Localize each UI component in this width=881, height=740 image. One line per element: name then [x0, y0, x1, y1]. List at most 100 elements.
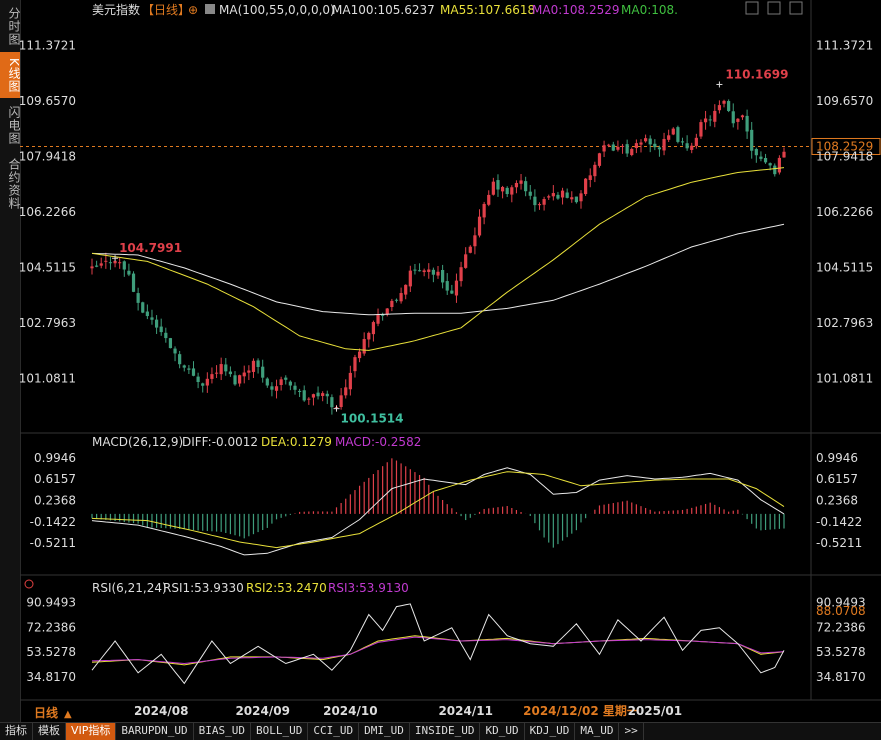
- price-tick-left: 107.9418: [20, 150, 76, 164]
- bottom-tab[interactable]: 指标: [0, 723, 33, 740]
- candle-body: [671, 128, 675, 135]
- time-tick-label: 2025/01: [628, 704, 682, 718]
- rsi-tick-left: 34.8170: [26, 670, 76, 684]
- time-tick-label: 2024/11: [438, 704, 492, 718]
- bottom-tab[interactable]: BOLL_UD: [251, 723, 309, 740]
- macd-value: MACD:-0.2582: [335, 435, 421, 449]
- candle-body: [464, 254, 468, 268]
- ma100-line: [91, 223, 785, 316]
- candle-body: [593, 164, 597, 177]
- rsi-tick-right: 34.8170: [816, 670, 866, 684]
- candle-body: [565, 192, 569, 198]
- candle-body: [648, 138, 652, 145]
- candle-body: [708, 119, 712, 121]
- bottom-tab[interactable]: INSIDE_UD: [410, 723, 481, 740]
- candle-body: [625, 144, 629, 154]
- crosshair-icon[interactable]: ⊕: [188, 3, 198, 17]
- bottom-tab[interactable]: KD_UD: [480, 723, 525, 740]
- candle-body: [219, 364, 223, 375]
- macd-tick-right: -0.5211: [816, 536, 862, 550]
- window-layout-icon[interactable]: [767, 1, 781, 15]
- candle-body: [265, 378, 269, 386]
- candle-body: [436, 271, 440, 276]
- extreme-label: 100.1514: [341, 412, 404, 426]
- candle-body: [607, 144, 611, 146]
- candle-body: [362, 338, 366, 354]
- macd-tick-right: -0.1422: [816, 515, 862, 529]
- candle-body: [657, 147, 662, 150]
- price-tick-left: 109.6570: [20, 94, 76, 108]
- candle-body: [330, 397, 334, 408]
- rsi-tick-right: 90.9493: [816, 596, 866, 610]
- candle-body: [182, 365, 186, 368]
- candle-body: [773, 165, 777, 175]
- window-restore-icon[interactable]: [745, 1, 759, 15]
- bottom-tab[interactable]: >>: [619, 723, 644, 740]
- candle-body: [108, 262, 113, 264]
- candle-body: [238, 375, 242, 384]
- indicator-icon[interactable]: [205, 4, 215, 14]
- macd-dea-line: [91, 471, 785, 549]
- bottom-tab[interactable]: 模板: [33, 723, 66, 740]
- bottom-tab[interactable]: KDJ_UD: [525, 723, 576, 740]
- tab-time-chart[interactable]: 分时图: [7, 6, 21, 46]
- candle-body: [441, 269, 445, 283]
- candle-body: [703, 118, 708, 123]
- candle-body: [731, 111, 735, 124]
- window-minimize-icon[interactable]: [789, 1, 803, 15]
- candle-body: [662, 138, 666, 151]
- candle-body: [750, 129, 754, 151]
- candle-body: [431, 269, 435, 275]
- price-tick-right: 106.2266: [816, 205, 873, 219]
- candle-body: [584, 178, 588, 195]
- macd-tick-left: -0.5211: [30, 536, 76, 550]
- period-dropdown-icon[interactable]: ▲: [64, 709, 72, 720]
- price-tick-right: 102.7963: [816, 316, 873, 330]
- bottom-tab[interactable]: MA_UD: [575, 723, 620, 740]
- candle-body: [131, 273, 136, 292]
- candle-body: [145, 311, 149, 317]
- bottom-tab[interactable]: VIP指标: [66, 723, 117, 740]
- symbol-label: 美元指数: [92, 2, 140, 17]
- rsi-settings-icon[interactable]: [24, 579, 34, 589]
- candle-body: [722, 100, 726, 104]
- rsi-tick-left: 72.2386: [26, 620, 76, 634]
- bottom-tab[interactable]: CCI_UD: [308, 723, 360, 740]
- candle-body: [348, 372, 352, 390]
- ma100-value: MA100:105.6237: [332, 3, 435, 17]
- candle-body: [630, 149, 634, 156]
- rsi-axis: 90.9493 90.9493 72.2386 72.2386 53.5278 53.52…: [26, 596, 865, 684]
- candle-body: [768, 163, 772, 166]
- bottom-tab[interactable]: BARUPDN_UD: [116, 723, 194, 740]
- candle-body: [427, 269, 431, 272]
- bottom-tab[interactable]: DMI_UD: [359, 723, 410, 740]
- chart-area[interactable]: 美元指数 【日线】 ⊕ MA(100,55,0,0,0,0) MA100:105…: [20, 0, 881, 722]
- macd-histogram: [91, 458, 785, 548]
- candle-body: [270, 386, 274, 390]
- time-tick-label: 2024/08: [134, 704, 188, 718]
- macd-name: MACD(26,12,9): [92, 435, 183, 449]
- tab-contract-info[interactable]: 合约资料: [7, 158, 21, 210]
- tab-tick-chart[interactable]: 闪电图: [7, 105, 21, 145]
- ma55-line: [91, 167, 785, 351]
- tab-kline-chart[interactable]: K线图: [0, 52, 21, 98]
- candle-body: [570, 197, 574, 200]
- candle-body: [159, 326, 163, 333]
- candle-body: [408, 270, 412, 287]
- price-axis: 111.3721 111.3721 109.6570 109.6570 107.9418…: [20, 39, 873, 386]
- period-selector[interactable]: 日线: [34, 705, 58, 720]
- macd-tick-left: 0.2368: [34, 494, 76, 508]
- candle-body: [556, 194, 560, 199]
- candle-body: [500, 187, 505, 192]
- candle-body: [316, 392, 320, 397]
- bottom-tab[interactable]: BIAS_UD: [194, 723, 251, 740]
- candle-body: [782, 151, 786, 158]
- candle-body: [381, 314, 385, 316]
- candle-body: [644, 138, 648, 142]
- rsi-tick-left: 53.5278: [26, 645, 76, 659]
- candle-body: [454, 280, 459, 296]
- candle-body: [468, 246, 472, 253]
- candle-body: [680, 141, 685, 143]
- extreme-annotations: 110.1699 104.7991 100.1514: [112, 67, 788, 426]
- candle-body: [445, 281, 449, 291]
